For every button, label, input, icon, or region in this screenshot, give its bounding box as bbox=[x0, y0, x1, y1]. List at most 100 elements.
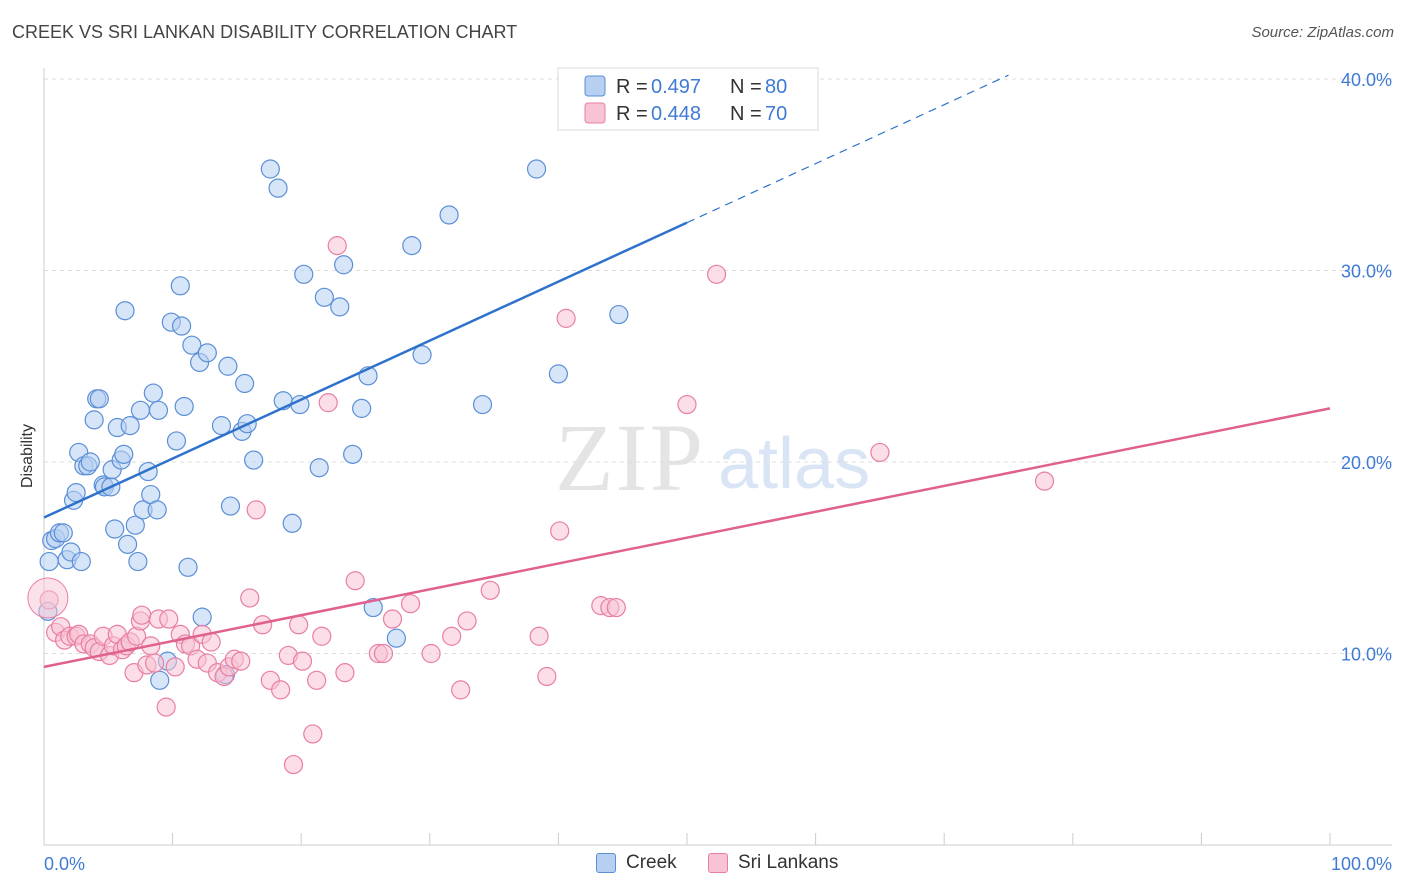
sri-point-53 bbox=[318, 393, 338, 413]
creek-point-58 bbox=[260, 159, 280, 179]
creek-point-48 bbox=[197, 343, 217, 363]
y-tick-label-20: 20.0% bbox=[1341, 453, 1392, 473]
creek-point-67 bbox=[343, 444, 363, 464]
sri-point-75 bbox=[1034, 471, 1055, 491]
bottom-legend: Creek Sri Lankans bbox=[0, 852, 1406, 878]
sri-point-50 bbox=[303, 724, 323, 744]
sri-point-74 bbox=[870, 442, 890, 463]
sri-point-56 bbox=[345, 571, 365, 591]
sri-point-76 bbox=[606, 597, 626, 618]
x-tick-label-0: 0.0% bbox=[44, 854, 85, 874]
sri-point-26 bbox=[156, 697, 176, 717]
y-tick-labels: 10.0% 20.0% 30.0% 40.0% bbox=[1341, 70, 1392, 665]
creek-point-59 bbox=[268, 178, 288, 198]
source-label: Source: ZipAtlas.com bbox=[1251, 24, 1394, 41]
sri-point-54 bbox=[327, 236, 347, 256]
creek-point-75 bbox=[472, 394, 493, 415]
legend-n-value-sri: 70 bbox=[765, 103, 787, 125]
creek-point-66 bbox=[334, 255, 354, 275]
creek-point-41 bbox=[166, 431, 187, 451]
sri-point-72 bbox=[550, 521, 570, 541]
sri-point-64 bbox=[457, 611, 477, 631]
sri-point-67 bbox=[537, 666, 557, 687]
sri-point-69 bbox=[677, 394, 697, 415]
creek-point-29 bbox=[125, 515, 145, 535]
creek-point-77 bbox=[548, 364, 569, 384]
creek-point-25 bbox=[114, 444, 134, 464]
sri-point-42 bbox=[246, 500, 266, 520]
creek-point-28 bbox=[120, 416, 140, 436]
sri-point-21 bbox=[132, 605, 152, 625]
sri-swatch bbox=[708, 853, 728, 873]
legend-n-label-creek: N = bbox=[730, 76, 762, 98]
sri-point-28 bbox=[165, 657, 185, 677]
creek-point-38 bbox=[150, 670, 170, 690]
sri-point-47 bbox=[283, 754, 304, 775]
x-ticks bbox=[43, 833, 1331, 845]
bottom-legend-creek: Creek bbox=[596, 852, 677, 874]
creek-point-31 bbox=[130, 400, 151, 420]
creek-point-62 bbox=[294, 264, 314, 284]
sri-legend-label: Sri Lankans bbox=[738, 852, 839, 873]
trend-lines bbox=[43, 74, 1331, 669]
creek-point-76 bbox=[526, 159, 547, 179]
sri-point-27 bbox=[159, 609, 179, 629]
series-sri-lankans bbox=[27, 236, 1055, 775]
legend-r-label-sri: R = bbox=[616, 103, 648, 125]
creek-point-44 bbox=[174, 396, 194, 417]
creek-point-42 bbox=[170, 276, 190, 296]
sri-point-48 bbox=[289, 615, 309, 635]
bottom-legend-sri: Sri Lankans bbox=[708, 852, 838, 874]
creek-point-17 bbox=[89, 389, 109, 409]
creek-point-73 bbox=[412, 345, 432, 365]
creek-point-57 bbox=[244, 450, 264, 470]
legend-swatch-creek bbox=[584, 75, 606, 97]
sri-point-63 bbox=[451, 680, 471, 700]
sri-point-58 bbox=[373, 643, 394, 664]
creek-swatch bbox=[596, 853, 616, 873]
creek-point-70 bbox=[363, 597, 383, 618]
creek-point-26 bbox=[115, 301, 135, 321]
sri-point-40 bbox=[231, 651, 251, 671]
creek-point-72 bbox=[402, 236, 422, 256]
creek-point-74 bbox=[439, 205, 459, 225]
legend-n-value-creek: 80 bbox=[765, 76, 787, 98]
chart-title: CREEK VS SRI LANKAN DISABILITY CORRELATI… bbox=[12, 22, 518, 42]
sri-point-49 bbox=[292, 651, 313, 671]
creek-point-49 bbox=[192, 607, 212, 627]
y-tick-label-30: 30.0% bbox=[1341, 262, 1392, 282]
legend-r-label-creek: R = bbox=[616, 76, 648, 98]
creek-point-37 bbox=[148, 400, 169, 420]
sri-point-62 bbox=[442, 626, 462, 646]
creek-point-68 bbox=[352, 398, 372, 418]
sri-point-51 bbox=[307, 670, 327, 690]
creek-point-46 bbox=[182, 335, 202, 355]
creek-point-53 bbox=[220, 496, 241, 516]
sri-point-61 bbox=[421, 643, 441, 664]
creek-point-61 bbox=[282, 513, 302, 533]
legend-n-label-sri: N = bbox=[730, 103, 762, 125]
watermark-zip: ZIP bbox=[555, 404, 705, 511]
watermark-atlas: atlas bbox=[718, 424, 870, 504]
sri-point-52 bbox=[312, 626, 332, 646]
axes bbox=[43, 68, 1392, 846]
creek-trend-extension bbox=[686, 74, 1009, 224]
creek-point-45 bbox=[178, 557, 198, 577]
x-tick-label-100: 100.0% bbox=[1331, 854, 1392, 874]
creek-point-43 bbox=[172, 316, 192, 336]
sri-point-55 bbox=[335, 663, 355, 683]
sri-point-68 bbox=[556, 308, 576, 328]
creek-trend-line bbox=[43, 221, 688, 519]
sri-point-60 bbox=[400, 594, 421, 614]
legend: R = 0.497 N = 80 R = 0.448 N = 70 bbox=[557, 67, 819, 131]
creek-point-14 bbox=[80, 452, 100, 472]
sri-trend-line bbox=[43, 407, 1331, 669]
creek-point-71 bbox=[386, 628, 406, 648]
legend-r-value-creek: 0.497 bbox=[651, 76, 701, 98]
grid-lines bbox=[44, 78, 1392, 654]
sri-point-large bbox=[27, 577, 69, 619]
creek-legend-label: Creek bbox=[626, 852, 677, 873]
sri-point-66 bbox=[529, 626, 549, 646]
creek-point-35 bbox=[143, 383, 163, 403]
creek-point-1 bbox=[39, 551, 59, 572]
